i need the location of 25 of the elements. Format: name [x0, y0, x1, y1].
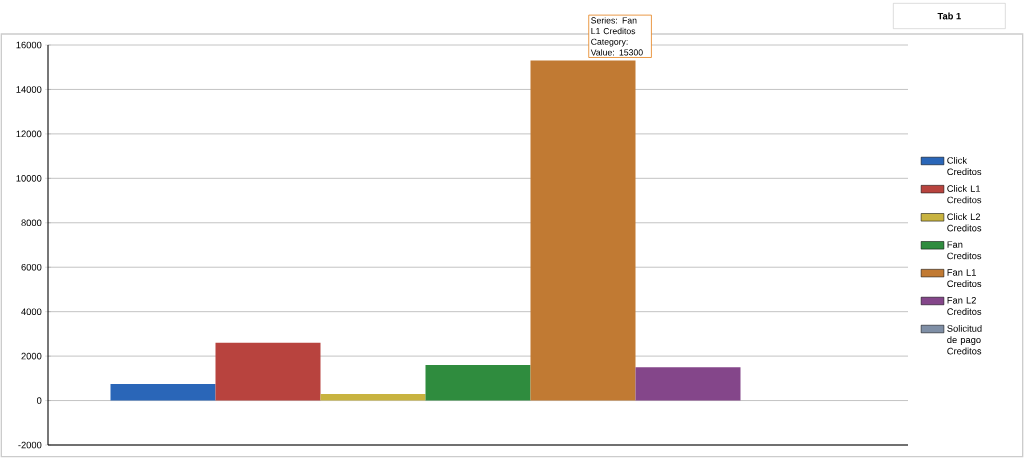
y-tick-label: 10000 [16, 175, 42, 182]
y-tick-label: 12000 [16, 130, 42, 138]
annotation: Series: Fan L1 Creditos Category: Value: 15300 [590, 17, 643, 56]
legend-label: Fan L2 Creditos [947, 297, 982, 315]
y-tick-label: 0 [36, 397, 42, 404]
legend-label: Click L1 Creditos [947, 185, 982, 204]
y-tick-label: 4000 [21, 308, 42, 315]
y-tick-label: 2000 [21, 352, 42, 360]
bar [320, 393, 426, 401]
bar [215, 342, 321, 401]
y-tick-label: 14000 [16, 86, 42, 93]
y-tick-label: 8000 [21, 219, 42, 227]
bar [425, 365, 531, 401]
legend-label: Solicitud de pago Creditos [947, 324, 982, 355]
legend-label: Click L2 Creditos [947, 213, 982, 232]
y-tick-label: -2000 [18, 441, 42, 449]
legend-label: Fan Creditos [947, 241, 982, 260]
bar [635, 367, 741, 401]
bar [530, 60, 636, 401]
bar [110, 383, 216, 401]
y-tick-label: 6000 [21, 263, 42, 271]
y-tick-label: 16000 [16, 41, 42, 49]
legend-label: Fan L1 Creditos [947, 269, 982, 288]
legend-label: Click Creditos [947, 156, 982, 176]
text: Tab 1 [937, 12, 961, 20]
